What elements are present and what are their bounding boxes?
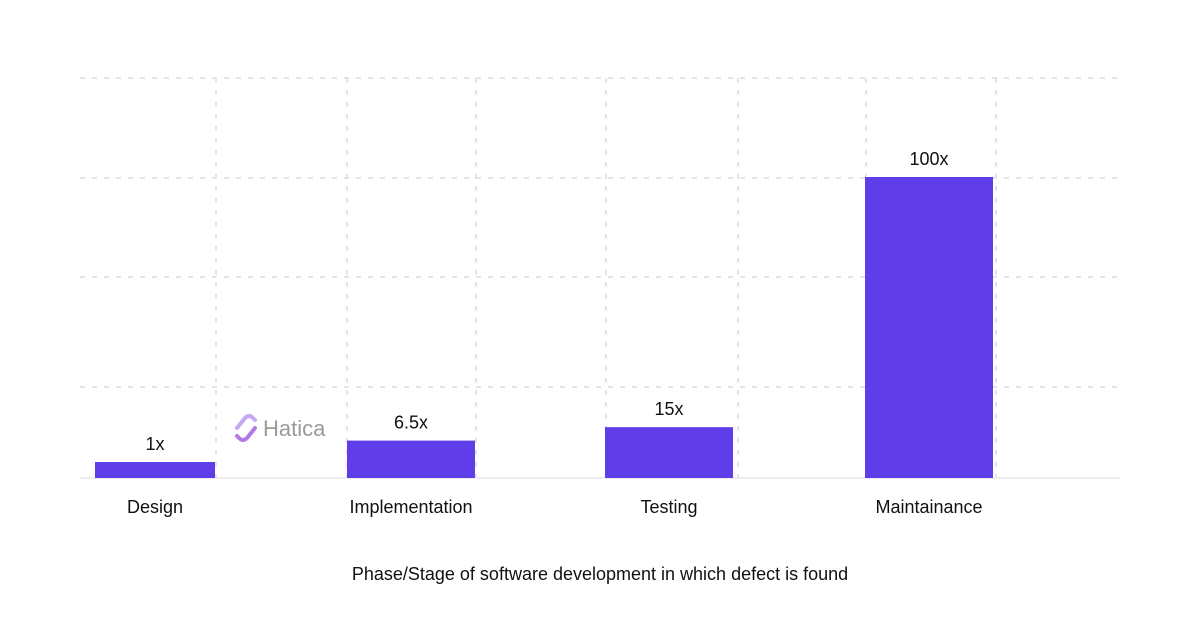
bar-testing (605, 427, 733, 478)
hatica-watermark: Hatica (235, 414, 326, 442)
category-label: Design (127, 497, 183, 517)
watermark-text: Hatica (263, 416, 326, 441)
category-label: Testing (640, 497, 697, 517)
category-label: Implementation (349, 497, 472, 517)
value-label: 6.5x (394, 413, 428, 433)
value-labels-group: 1x 6.5x 15x 100x (145, 149, 948, 454)
x-axis-title: Phase/Stage of software development in w… (352, 564, 848, 584)
value-label: 15x (654, 399, 683, 419)
category-labels-group: Design Implementation Testing Maintainance (127, 497, 983, 517)
value-label: 100x (909, 149, 948, 169)
hatica-logo-icon (235, 414, 257, 442)
bar-design (95, 462, 215, 478)
bars-group (95, 177, 993, 478)
category-label: Maintainance (875, 497, 982, 517)
bar-maintainance (865, 177, 993, 478)
value-label: 1x (145, 434, 164, 454)
bar-implementation (347, 440, 475, 478)
